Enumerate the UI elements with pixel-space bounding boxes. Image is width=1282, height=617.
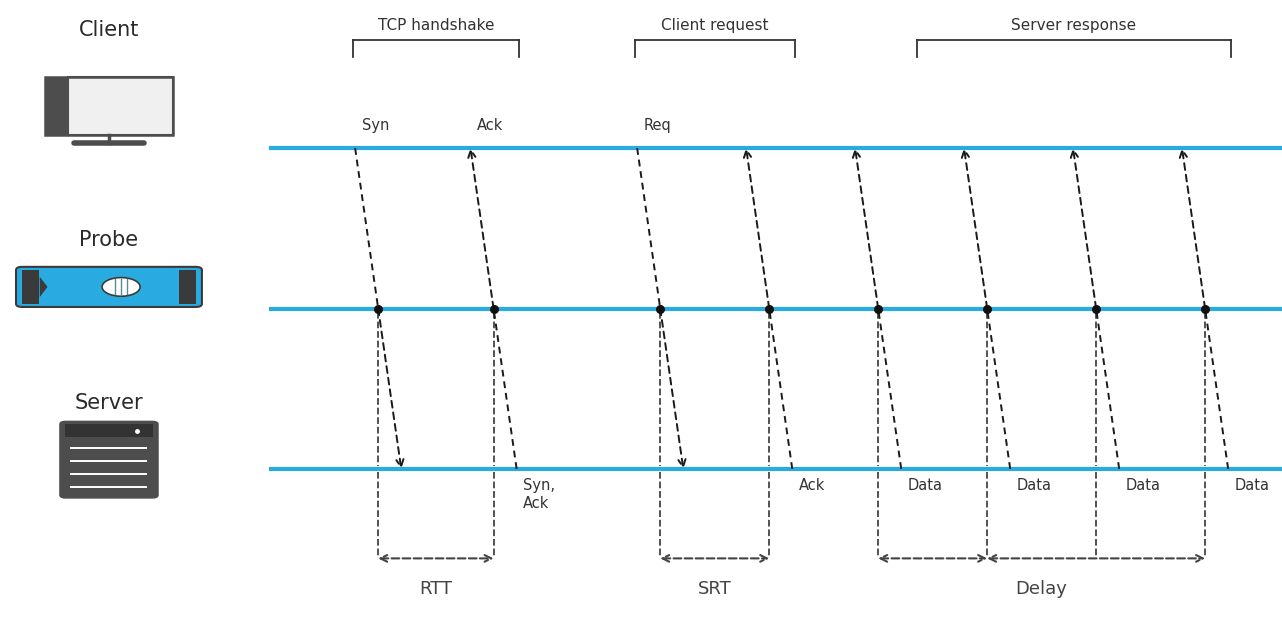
Text: Probe: Probe — [79, 230, 138, 250]
Text: Data: Data — [1126, 478, 1160, 493]
Text: RTT: RTT — [419, 580, 453, 598]
FancyBboxPatch shape — [68, 77, 173, 135]
FancyBboxPatch shape — [60, 422, 158, 497]
Text: Ack: Ack — [799, 478, 826, 493]
Text: TCP handshake: TCP handshake — [378, 18, 494, 33]
Text: Data: Data — [908, 478, 942, 493]
Text: Syn,
Ack: Syn, Ack — [523, 478, 555, 511]
Text: Req: Req — [644, 118, 672, 133]
Bar — [23, 270, 38, 304]
Text: Client: Client — [78, 20, 140, 40]
Bar — [65, 424, 153, 437]
Text: Syn: Syn — [362, 118, 388, 133]
Bar — [179, 270, 196, 304]
FancyBboxPatch shape — [17, 267, 203, 307]
Text: Client request: Client request — [662, 18, 768, 33]
Text: Delay: Delay — [1015, 580, 1068, 598]
Text: Data: Data — [1235, 478, 1269, 493]
Ellipse shape — [103, 278, 140, 296]
Text: Ack: Ack — [477, 118, 504, 133]
Text: SRT: SRT — [697, 580, 732, 598]
Bar — [45, 77, 68, 135]
Text: Server response: Server response — [1011, 18, 1136, 33]
Text: Data: Data — [1017, 478, 1051, 493]
Polygon shape — [40, 276, 47, 297]
Text: Server: Server — [74, 394, 144, 413]
